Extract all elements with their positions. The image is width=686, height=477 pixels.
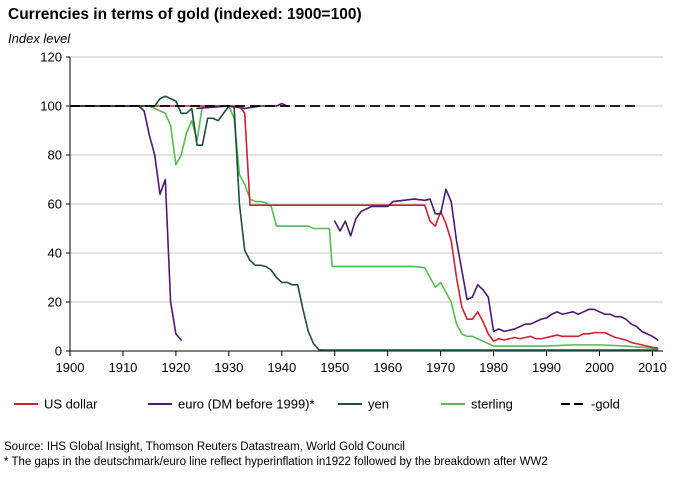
x-tick-label-1900: 1900 [56, 360, 85, 375]
x-tick-label-1980: 1980 [479, 360, 508, 375]
series-line-1-segment-0 [69, 105, 182, 341]
series-line-2-segment-0 [69, 95, 659, 351]
legend-label-3: sterling [471, 397, 513, 412]
legend-label-1: euro (DM before 1999)* [178, 397, 315, 412]
y-tick-label-120: 120 [40, 50, 62, 65]
legend-label-0: US dollar [44, 397, 98, 412]
source-note: Source: IHS Global Insight, Thomson Reut… [4, 440, 548, 470]
x-tick-labels: 1900 1910 1920 1930 1940 1950 1960 1970 1980 1990… [56, 360, 667, 375]
x-tick-label-2000: 2000 [585, 360, 614, 375]
series-line-1-segment-2 [333, 188, 659, 341]
x-tick-label-1940: 1940 [267, 360, 296, 375]
series-line-0-segment-0 [69, 105, 659, 349]
source-line: Source: IHS Global Insight, Thomson Reut… [4, 441, 405, 453]
x-tick-label-2010: 2010 [638, 360, 667, 375]
y-tick-label-60: 60 [48, 197, 62, 212]
x-tick-label-1990: 1990 [532, 360, 561, 375]
y-tick-label-40: 40 [48, 246, 62, 261]
legend: US dollar euro (DM before 1999)* yen sterli… [14, 397, 620, 412]
footnote-line: * The gaps in the deutschmark/euro line … [4, 456, 548, 468]
gridlines [70, 56, 663, 303]
legend-label-2: yen [368, 397, 389, 412]
x-tick-label-1910: 1910 [108, 360, 137, 375]
x-tick-label-1960: 1960 [373, 360, 402, 375]
y-tick-label-0: 0 [55, 344, 62, 359]
y-tick-labels: 0 20 40 60 80 100 120 [40, 50, 62, 359]
x-tick-label-1970: 1970 [426, 360, 455, 375]
series-line-3-segment-0 [69, 105, 659, 350]
line-chart: 0 20 40 60 80 100 120 1900 1910 1920 1930 1940 1950… [14, 50, 667, 412]
y-tick-label-80: 80 [48, 148, 62, 163]
x-tick-label-1950: 1950 [320, 360, 349, 375]
legend-label-4: -gold [591, 397, 620, 412]
x-tick-label-1930: 1930 [214, 360, 243, 375]
chart-title: Currencies in terms of gold (indexed: 19… [8, 6, 362, 23]
y-tick-label-20: 20 [48, 295, 62, 310]
y-axis-label: Index level [8, 31, 71, 46]
y-tick-label-100: 100 [40, 99, 62, 114]
series-lines [69, 95, 659, 351]
x-tick-label-1920: 1920 [161, 360, 190, 375]
